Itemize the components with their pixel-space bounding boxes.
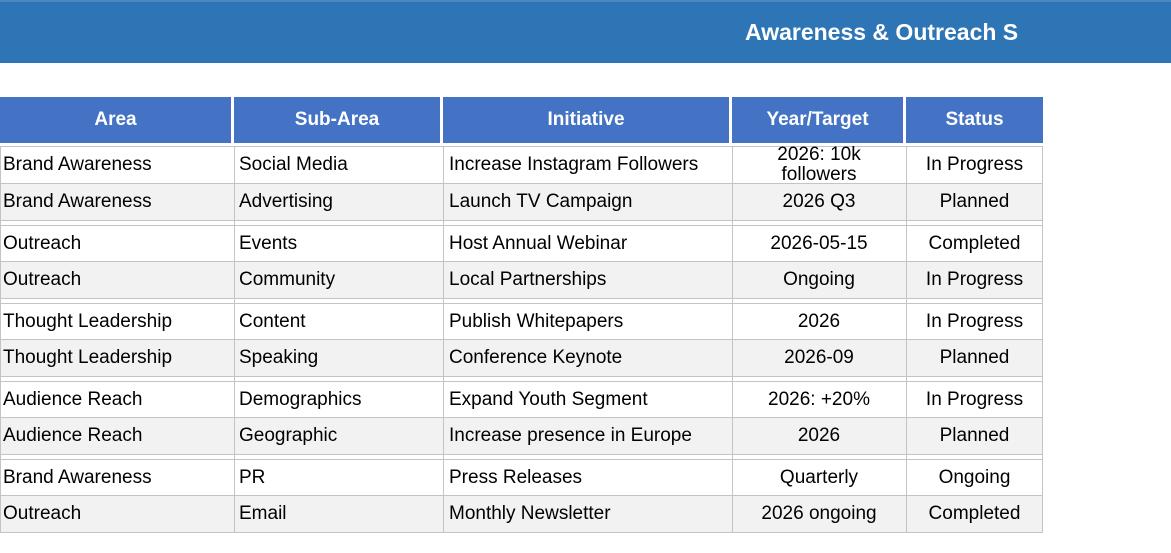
cell-year-target: Quarterly xyxy=(779,466,859,488)
cell-sub-area: Events xyxy=(239,232,298,254)
table-header-cell-year-target: Year/Target xyxy=(732,97,903,143)
cell-status: Planned xyxy=(939,347,1010,368)
outreach-strategy-table: Area Sub-Area Initiative Year/Target Sta… xyxy=(0,97,1043,533)
table-row: Outreach Email Monthly Newsletter 2026 o… xyxy=(0,496,1043,533)
grid-line-col2 xyxy=(443,146,444,533)
title-clip-region: Awareness & Outreach S xyxy=(0,2,1046,63)
cell-year-target: 2026-05-15 xyxy=(770,232,868,254)
table-header-cell-initiative: Initiative xyxy=(443,97,729,143)
grid-line-col3 xyxy=(732,146,733,533)
cell-initiative: Increase presence in Europe xyxy=(449,425,692,446)
cell-initiative: Press Releases xyxy=(449,466,583,488)
cell-year-target: 2026: +20% xyxy=(768,388,870,410)
cell-area: Audience Reach xyxy=(3,388,143,410)
cell-initiative: Publish Whitepapers xyxy=(449,310,624,332)
cell-status: In Progress xyxy=(925,310,1024,332)
cell-initiative: Launch TV Campaign xyxy=(449,191,633,212)
cell-status: In Progress xyxy=(925,154,1024,175)
cell-area: Outreach xyxy=(3,503,82,524)
cell-sub-area: Geographic xyxy=(239,425,338,446)
cell-year-target: 2026: 10k followers xyxy=(777,144,861,185)
cell-year-target: Ongoing xyxy=(783,269,855,290)
page-title: Awareness & Outreach S xyxy=(745,19,1019,45)
table-body: Brand Awareness Social Media Increase In… xyxy=(0,144,1043,533)
table-row: Brand Awareness PR Press Releases Quarte… xyxy=(0,459,1043,496)
cell-area: Brand Awareness xyxy=(3,191,152,212)
cell-sub-area: PR xyxy=(239,466,266,488)
title-banner: Awareness & Outreach S xyxy=(0,0,1171,63)
table-row: Thought Leadership Content Publish White… xyxy=(0,303,1043,340)
table-row: Thought Leadership Speaking Conference K… xyxy=(0,340,1043,377)
table-row: Brand Awareness Advertising Launch TV Ca… xyxy=(0,184,1043,221)
cell-area: Thought Leadership xyxy=(3,347,173,368)
grid-line-left xyxy=(0,146,1,533)
table-row: Audience Reach Geographic Increase prese… xyxy=(0,418,1043,455)
cell-initiative: Conference Keynote xyxy=(449,347,623,368)
cell-sub-area: Social Media xyxy=(239,154,348,175)
cell-year-target: 2026 ongoing xyxy=(761,503,877,524)
cell-area: Audience Reach xyxy=(3,425,143,446)
cell-year-target: 2026 xyxy=(797,310,841,332)
cell-status: Planned xyxy=(939,191,1010,212)
cell-area: Outreach xyxy=(3,232,82,254)
cell-status: In Progress xyxy=(925,269,1024,290)
table-row: Outreach Community Local Partnerships On… xyxy=(0,262,1043,299)
cell-sub-area: Content xyxy=(239,310,306,332)
cell-initiative: Host Annual Webinar xyxy=(449,232,628,254)
table-header-cell-area: Area xyxy=(0,97,231,143)
cell-status: Completed xyxy=(928,232,1021,254)
cell-sub-area: Advertising xyxy=(239,191,333,212)
cell-status: Planned xyxy=(939,425,1010,446)
grid-line-col4 xyxy=(906,146,907,533)
table-header-cell-sub-area: Sub-Area xyxy=(234,97,440,143)
cell-sub-area: Demographics xyxy=(239,388,362,410)
cell-initiative: Local Partnerships xyxy=(449,269,607,290)
cell-area: Brand Awareness xyxy=(3,466,152,488)
cell-sub-area: Community xyxy=(239,269,336,290)
cell-year-target: 2026 Q3 xyxy=(782,191,856,212)
table-row: Brand Awareness Social Media Increase In… xyxy=(0,144,1043,185)
cell-area: Thought Leadership xyxy=(3,310,173,332)
cell-year-target: 2026 xyxy=(797,425,841,446)
table-header-row: Area Sub-Area Initiative Year/Target Sta… xyxy=(0,97,1043,143)
table-row: Audience Reach Demographics Expand Youth… xyxy=(0,381,1043,418)
cell-sub-area: Speaking xyxy=(239,347,319,368)
cell-year-target: 2026-09 xyxy=(784,347,854,368)
cell-status: Ongoing xyxy=(938,466,1011,488)
table-row: Outreach Events Host Annual Webinar 2026… xyxy=(0,225,1043,262)
cell-area: Brand Awareness xyxy=(3,154,152,175)
grid-line-col1 xyxy=(234,146,235,533)
cell-sub-area: Email xyxy=(239,503,287,524)
table-header-cell-status: Status xyxy=(906,97,1043,143)
cell-initiative: Monthly Newsletter xyxy=(449,503,611,524)
cell-area: Outreach xyxy=(3,269,82,290)
cell-initiative: Increase Instagram Followers xyxy=(449,154,699,175)
grid-line-right xyxy=(1042,146,1043,533)
cell-status: In Progress xyxy=(925,388,1024,410)
cell-initiative: Expand Youth Segment xyxy=(449,388,648,410)
cell-status: Completed xyxy=(928,503,1021,524)
